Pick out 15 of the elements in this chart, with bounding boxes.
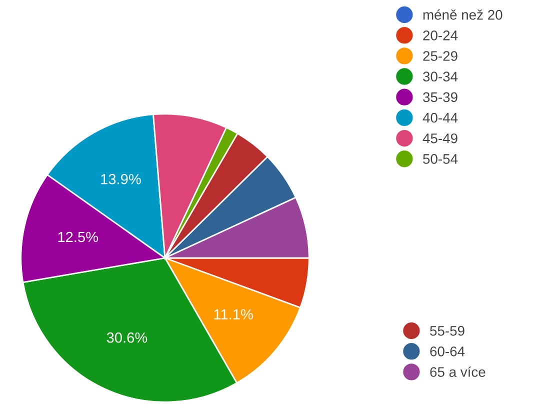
data-label: 12.5% bbox=[58, 232, 98, 242]
legend-label: 50-54 bbox=[423, 154, 458, 164]
legend-label: 30-34 bbox=[423, 72, 458, 82]
legend-label: 55-59 bbox=[430, 326, 464, 336]
legend-label: 25-29 bbox=[423, 51, 458, 61]
legend-label: 40-44 bbox=[422, 112, 458, 123]
legend-label: 65 a více bbox=[430, 366, 486, 377]
data-label: 11.1% bbox=[214, 309, 253, 320]
data-label: 30.6% bbox=[106, 332, 148, 343]
legend-label: 20-24 bbox=[423, 30, 458, 40]
legend-label: méně než 20 bbox=[423, 9, 502, 20]
legend-label: 60-64 bbox=[430, 346, 465, 356]
legend-label: 45-49 bbox=[422, 133, 458, 144]
data-label: 13.9% bbox=[101, 174, 141, 184]
legend-label: 35-39 bbox=[423, 92, 458, 102]
